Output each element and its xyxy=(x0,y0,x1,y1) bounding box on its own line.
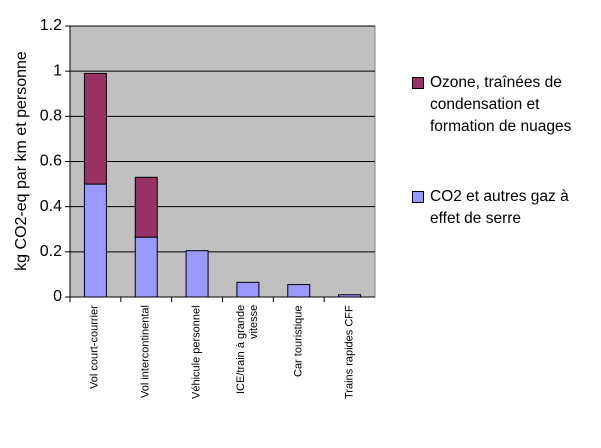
legend-label: Ozone, traînées de condensation et forma… xyxy=(430,74,572,135)
legend-swatch xyxy=(412,77,424,89)
x-tick-label: Car touristique xyxy=(292,305,305,377)
bar-segment xyxy=(83,183,107,298)
bar-segment xyxy=(134,236,158,298)
y-tick-label: 0.4 xyxy=(40,198,62,215)
x-tick-label: ICE/train à grande vitesse xyxy=(234,305,260,395)
y-tick-label: 0.8 xyxy=(40,108,62,125)
x-tick-label: Vol intercontinental xyxy=(139,305,152,398)
legend-label: CO2 et autres gaz à effet de serre xyxy=(430,188,569,227)
bar-segment xyxy=(236,281,260,298)
x-tick-label: Véhicule personnel xyxy=(190,305,203,399)
y-axis-title: kg CO2-eq par km et personne xyxy=(13,51,30,271)
bar-segment xyxy=(338,294,362,298)
y-tick-label: 0 xyxy=(53,288,62,305)
bar-segment xyxy=(185,250,209,298)
y-tick-label: 1 xyxy=(53,62,62,79)
bar-segment xyxy=(287,284,311,298)
x-tick-label: Vol court-courrier xyxy=(88,305,101,389)
bar-segment xyxy=(83,72,107,185)
bar-segment xyxy=(134,176,158,238)
legend-swatch xyxy=(412,191,424,203)
x-tick-label: Trains rapides CFF xyxy=(343,305,356,399)
y-tick-label: 0.2 xyxy=(40,243,62,260)
y-tick-label: 1.2 xyxy=(40,17,62,34)
y-tick-label: 0.6 xyxy=(40,153,62,170)
